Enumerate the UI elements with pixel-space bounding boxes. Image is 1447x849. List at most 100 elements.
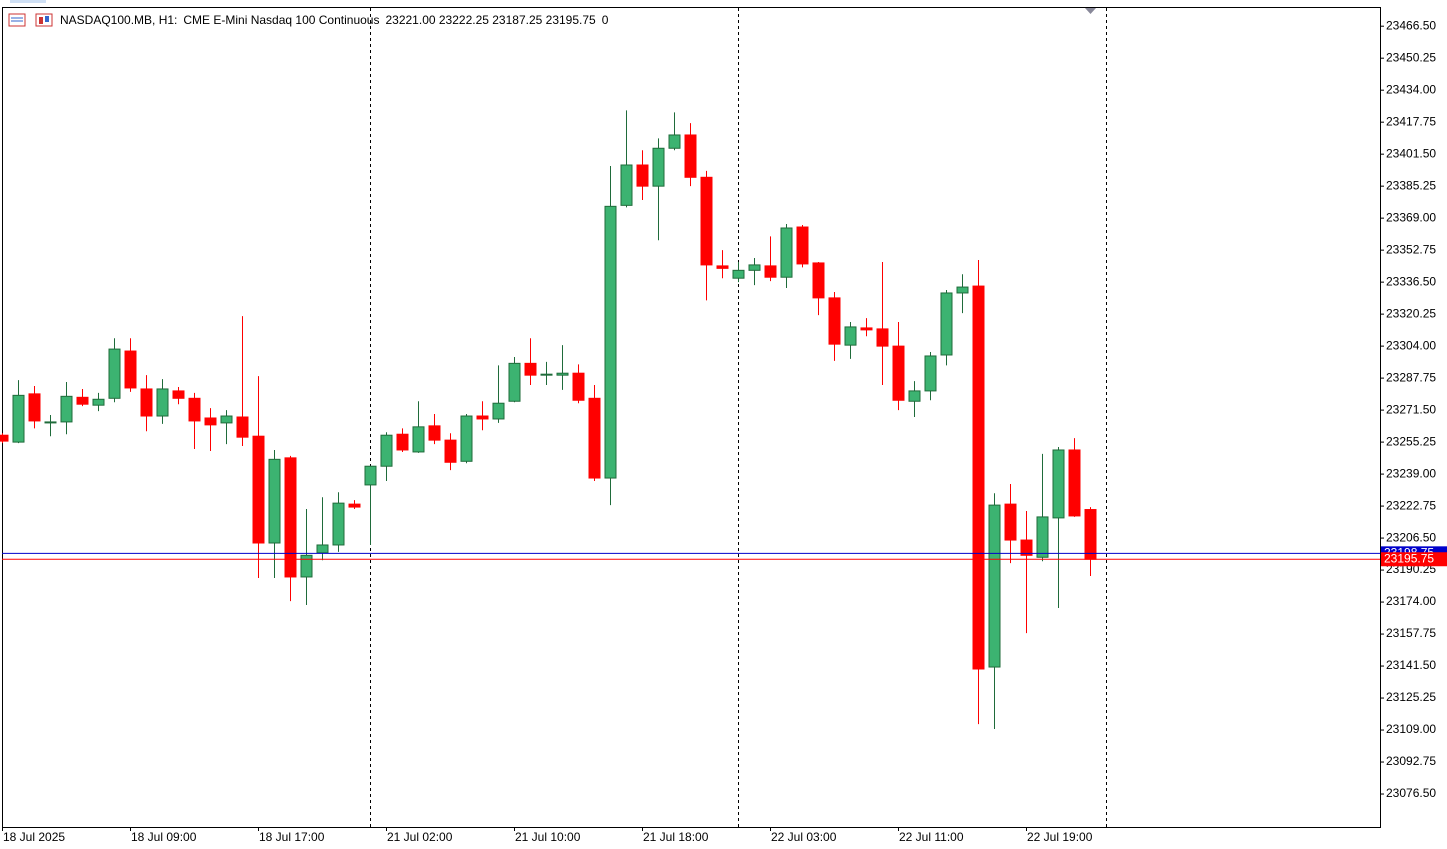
y-tick-label: 23287.75: [1386, 370, 1436, 384]
candle-body: [108, 348, 121, 399]
candle-body: [28, 393, 41, 422]
candle-body: [828, 297, 841, 345]
candle-body: [412, 426, 425, 453]
candle-body: [764, 265, 777, 278]
candle-body: [796, 226, 809, 265]
candle-body: [156, 388, 169, 417]
y-tick-label: 23076.50: [1386, 786, 1436, 800]
y-tick-label: 23466.50: [1386, 18, 1436, 32]
y-tick-label: 23369.00: [1386, 210, 1436, 224]
candle-body: [1052, 449, 1065, 519]
candle-body: [460, 415, 473, 462]
x-tick-label: 18 Jul 17:00: [259, 830, 325, 844]
shift-marker: [1085, 8, 1096, 14]
candle-body: [1020, 539, 1033, 556]
candle-body: [1068, 449, 1081, 517]
x-tick-label: 21 Jul 10:00: [515, 830, 581, 844]
candle-body: [716, 265, 729, 269]
candle-body: [1084, 509, 1097, 560]
candle-body: [620, 164, 633, 206]
icon: [8, 13, 53, 27]
y-tick-label: 23320.25: [1386, 306, 1436, 320]
candle-body: [332, 502, 345, 546]
candle-body: [396, 433, 409, 451]
y-tick-label: 23239.00: [1386, 466, 1436, 480]
candle-body: [908, 390, 921, 402]
candle-body: [268, 458, 281, 544]
candle-body: [44, 421, 57, 424]
candle-body: [812, 262, 825, 299]
x-tick-label: 22 Jul 19:00: [1027, 830, 1093, 844]
y-tick-label: 23092.75: [1386, 754, 1436, 768]
ohlc: 23221.00 23222.25 23187.25 23195.75: [385, 13, 596, 27]
candle-body: [924, 355, 937, 392]
y-tick-label: 23417.75: [1386, 114, 1436, 128]
candle-body: [572, 372, 585, 401]
candle-body: [220, 415, 233, 424]
candle-body: [540, 373, 553, 376]
y-tick-label: 23174.00: [1386, 594, 1436, 608]
candle-body: [1004, 503, 1017, 541]
price-label: 23195.75: [1384, 551, 1434, 565]
candle-body: [188, 397, 201, 422]
y-tick-label: 23401.50: [1386, 146, 1436, 160]
volume: 0: [601, 13, 609, 27]
candle-body: [684, 134, 697, 178]
x-tick-label: 21 Jul 18:00: [643, 830, 709, 844]
candle-body: [0, 434, 9, 442]
y-tick-label: 23385.25: [1386, 178, 1436, 192]
candle-body: [700, 176, 713, 266]
candle-body: [652, 147, 665, 187]
candle-body: [492, 402, 505, 420]
candle-body: [444, 439, 457, 463]
x-tick-label: 22 Jul 03:00: [771, 830, 837, 844]
x-tick-label: 22 Jul 11:00: [899, 830, 964, 844]
candle-body: [732, 269, 745, 279]
chart-header: NASDAQ100.MB, H1: CME E-Mini Nasdaq 100 C…: [60, 13, 614, 27]
candle-body: [140, 388, 153, 417]
candle-body: [508, 362, 521, 402]
candle-body: [476, 415, 489, 420]
candle-body: [348, 503, 361, 508]
candle-body: [892, 345, 905, 401]
x-tick-label: 21 Jul 02:00: [387, 830, 453, 844]
candle-body: [236, 416, 249, 438]
candle-body: [636, 164, 649, 187]
candle-body: [556, 372, 569, 376]
y-tick-label: 23434.00: [1386, 82, 1436, 96]
candle-body: [76, 396, 89, 405]
candle-body: [204, 417, 217, 426]
candle-body: [956, 286, 969, 294]
y-tick-label: 23336.50: [1386, 274, 1436, 288]
candle-body: [844, 326, 857, 346]
candle-body: [284, 457, 297, 578]
candle-body: [60, 395, 73, 423]
candle-body: [668, 134, 681, 149]
candle-body: [780, 227, 793, 278]
candle-body: [428, 425, 441, 441]
y-tick-label: 23141.50: [1386, 658, 1436, 672]
candle-body: [876, 328, 889, 347]
candle-body: [604, 205, 617, 479]
y-tick-label: 23271.50: [1386, 402, 1436, 416]
candle-body: [124, 350, 137, 389]
candle-body: [940, 292, 953, 356]
y-tick-label: 23125.25: [1386, 690, 1436, 704]
x-tick-label: 18 Jul 2025: [3, 830, 65, 844]
candle-body: [860, 327, 873, 331]
candle-body: [12, 394, 25, 443]
candle-body: [524, 362, 537, 376]
candle-body: [748, 264, 761, 271]
y-tick-label: 23352.75: [1386, 242, 1436, 256]
candle-body: [588, 397, 601, 479]
y-tick-label: 23255.25: [1386, 434, 1436, 448]
candle-body: [364, 465, 377, 486]
symbol: NASDAQ100.MB, H1:: [60, 13, 178, 27]
y-tick-label: 23304.00: [1386, 338, 1436, 352]
y-tick-label: 23206.50: [1386, 530, 1436, 544]
candle-body: [172, 390, 185, 399]
candle-body: [300, 554, 313, 578]
y-tick-label: 23157.75: [1386, 626, 1436, 640]
